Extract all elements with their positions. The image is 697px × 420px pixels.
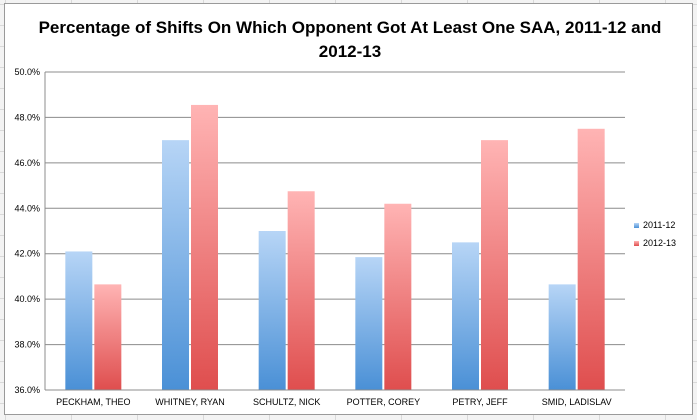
- gridlines: [45, 71, 625, 391]
- x-tick-label: POTTER, COREY: [347, 397, 421, 407]
- y-tick-label: 50.0%: [14, 67, 40, 77]
- legend: 2011-12 2012-13: [634, 220, 676, 248]
- legend-swatch: [634, 241, 639, 246]
- y-tick-label: 42.0%: [14, 249, 40, 259]
- x-tick-label: SCHULTZ, NICK: [253, 397, 320, 407]
- bar-series-2: [191, 104, 218, 390]
- y-tick-label: 36.0%: [14, 385, 40, 395]
- bar-series-1: [65, 251, 93, 390]
- bar-series-2: [481, 140, 508, 390]
- bar-series-1: [355, 257, 383, 390]
- y-tick-label: 48.0%: [14, 112, 40, 122]
- legend-label: 2011-12: [643, 220, 675, 230]
- bars: [65, 104, 605, 391]
- axes: 36.0% 38.0% 40.0% 42.0% 44.0% 46.0% 48.0% 50.0%…: [14, 67, 625, 407]
- bar-series-2: [384, 203, 412, 390]
- bar-series-2: [94, 284, 122, 390]
- bar-series-1: [162, 140, 189, 390]
- legend-label: 2012-13: [643, 238, 676, 248]
- legend-swatch: [634, 223, 639, 228]
- y-tick-label: 40.0%: [14, 294, 40, 304]
- bar-series-1: [548, 284, 576, 390]
- bar-series-1: [258, 231, 286, 390]
- x-tick-label: SMID, LADISLAV: [542, 397, 612, 407]
- chart-title: Percentage of Shifts On Which Opponent G…: [38, 18, 662, 61]
- x-tick-label: PECKHAM, THEO: [56, 397, 130, 407]
- x-tick-label: WHITNEY, RYAN: [155, 397, 225, 407]
- x-tick-label: PETRY, JEFF: [452, 397, 508, 407]
- y-tick-label: 38.0%: [14, 340, 40, 350]
- y-tick-label: 44.0%: [14, 203, 40, 213]
- y-tick-label: 46.0%: [14, 158, 40, 168]
- bar-series-2: [577, 128, 605, 391]
- bar-series-1: [452, 242, 479, 390]
- bar-series-2: [287, 191, 315, 390]
